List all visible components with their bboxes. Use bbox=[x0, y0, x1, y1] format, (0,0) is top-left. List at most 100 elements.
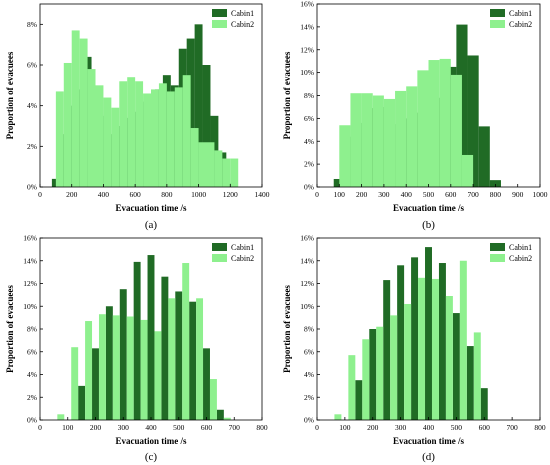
y-tick-label: 6% bbox=[304, 347, 314, 356]
bar-cabin2 bbox=[459, 260, 467, 420]
x-tick-label: 1200 bbox=[223, 190, 238, 199]
x-tick-label: 300 bbox=[378, 190, 390, 199]
bar-cabin1 bbox=[105, 306, 113, 420]
bar-cabin2 bbox=[450, 74, 462, 187]
bar-cabin2 bbox=[209, 379, 217, 420]
bar-cabin2 bbox=[79, 38, 88, 187]
x-tick-label: 700 bbox=[507, 423, 519, 432]
bar-cabin1 bbox=[489, 180, 501, 187]
y-axis-title: Proportion of evacuees bbox=[282, 285, 292, 373]
bar-cabin2 bbox=[418, 277, 426, 420]
chart-panel: 0 100 200 300 400 500 600 700 800 0% 2% 4% 6% 8% 10% 12… bbox=[5, 234, 268, 464]
y-tick-label: 2% bbox=[27, 393, 37, 402]
bar-cabin2 bbox=[198, 142, 207, 187]
y-tick-label: 2% bbox=[304, 393, 314, 402]
bar-cabin2 bbox=[350, 93, 362, 187]
legend: Cabin1 Cabin2 bbox=[212, 9, 254, 29]
y-tick-label: 4% bbox=[27, 101, 37, 110]
x-tick-label: 100 bbox=[334, 190, 346, 199]
chart-panel: 0 100 200 300 400 500 600 700 800 0% 2% 4% 6% 8% 10% 12… bbox=[282, 234, 546, 464]
x-tick-label: 600 bbox=[445, 190, 457, 199]
legend-swatch-cabin1 bbox=[490, 9, 505, 17]
y-tick-label: 12% bbox=[23, 279, 37, 288]
x-tick-label: 800 bbox=[534, 423, 546, 432]
chart-panel: 0 200 400 600 800 1000 1200 1400 0% 2% 4% 6% 8% Evacu… bbox=[5, 3, 270, 231]
x-tick-label: 0 bbox=[38, 190, 42, 199]
y-tick-label: 2% bbox=[27, 142, 37, 151]
x-tick-label: 100 bbox=[62, 423, 74, 432]
bar-cabin2 bbox=[206, 142, 215, 187]
y-tick-label: 6% bbox=[27, 347, 37, 356]
x-tick-label: 0 bbox=[38, 423, 42, 432]
legend: Cabin1 Cabin2 bbox=[490, 9, 532, 29]
legend-label: Cabin1 bbox=[231, 243, 254, 252]
bar-cabin1 bbox=[456, 24, 468, 188]
bar-cabin2 bbox=[158, 83, 167, 187]
bar-cabin1 bbox=[119, 289, 127, 420]
x-tick-label: 100 bbox=[339, 423, 351, 432]
bar-cabin2 bbox=[111, 107, 120, 187]
legend-swatch-cabin2 bbox=[212, 20, 227, 28]
bar-cabin1 bbox=[194, 24, 203, 187]
bar-cabin1 bbox=[51, 178, 60, 187]
x-axis-title: Evacuation time /s bbox=[393, 436, 464, 446]
bar-cabin2 bbox=[473, 332, 481, 420]
x-tick-label: 200 bbox=[356, 190, 368, 199]
bar-cabin1 bbox=[147, 255, 155, 420]
bar-cabin1 bbox=[397, 265, 405, 420]
bar-cabin1 bbox=[480, 388, 488, 420]
bar-cabin2 bbox=[119, 81, 128, 187]
y-tick-label: 0% bbox=[304, 416, 314, 425]
legend-label: Cabin2 bbox=[231, 20, 254, 29]
bar-cabin2 bbox=[461, 154, 474, 187]
y-tick-label: 10% bbox=[23, 302, 37, 311]
x-tick-label: 200 bbox=[66, 190, 78, 199]
y-tick-label: 6% bbox=[27, 61, 37, 70]
bar-cabin1 bbox=[175, 291, 183, 420]
x-tick-label: 200 bbox=[367, 423, 379, 432]
legend-swatch-cabin2 bbox=[490, 20, 505, 28]
legend-swatch-cabin1 bbox=[490, 243, 505, 251]
x-tick-label: 0 bbox=[315, 190, 319, 199]
y-tick-label: 8% bbox=[27, 325, 37, 334]
x-tick-label: 800 bbox=[161, 190, 173, 199]
bar-cabin2 bbox=[372, 95, 384, 187]
bar-cabin2 bbox=[168, 298, 176, 420]
bar-cabin2 bbox=[127, 77, 136, 187]
bar-cabin2 bbox=[174, 87, 183, 187]
x-axis-title: Evacuation time /s bbox=[393, 203, 464, 213]
bar-cabin2 bbox=[439, 58, 451, 188]
bar-cabin2 bbox=[166, 91, 175, 187]
bar-cabin2 bbox=[63, 62, 72, 187]
bar-cabin2 bbox=[126, 316, 134, 420]
bar-cabin2 bbox=[85, 321, 93, 420]
x-tick-label: 600 bbox=[130, 190, 142, 199]
x-axis-title: Evacuation time /s bbox=[116, 436, 187, 446]
bar-cabin1 bbox=[411, 257, 419, 420]
bar-cabin2 bbox=[103, 97, 112, 187]
x-tick-label: 900 bbox=[512, 190, 524, 199]
bar-cabin2 bbox=[334, 414, 342, 420]
bar-cabin2 bbox=[154, 331, 162, 420]
bar-cabin1 bbox=[92, 348, 99, 420]
x-tick-label: 300 bbox=[118, 423, 130, 432]
y-tick-label: 2% bbox=[304, 160, 314, 169]
bar-cabin2 bbox=[182, 263, 190, 420]
bar-cabin2 bbox=[395, 90, 407, 187]
bar-cabin2 bbox=[406, 86, 418, 187]
legend-swatch-cabin2 bbox=[490, 254, 505, 262]
x-tick-label: 800 bbox=[256, 423, 268, 432]
legend-label: Cabin2 bbox=[509, 20, 532, 29]
y-axis-title: Proportion of evacuees bbox=[5, 285, 15, 373]
bar-cabin2 bbox=[151, 89, 159, 187]
x-tick-label: 200 bbox=[90, 423, 102, 432]
y-tick-label: 4% bbox=[304, 370, 314, 379]
y-tick-label: 16% bbox=[300, 0, 314, 9]
x-tick-label: 400 bbox=[423, 423, 435, 432]
legend-label: Cabin1 bbox=[509, 9, 532, 18]
x-axis-title: Evacuation time /s bbox=[116, 203, 187, 213]
bar-cabin2 bbox=[57, 414, 65, 420]
legend-swatch-cabin2 bbox=[212, 254, 227, 262]
bar-cabin2 bbox=[214, 150, 223, 187]
